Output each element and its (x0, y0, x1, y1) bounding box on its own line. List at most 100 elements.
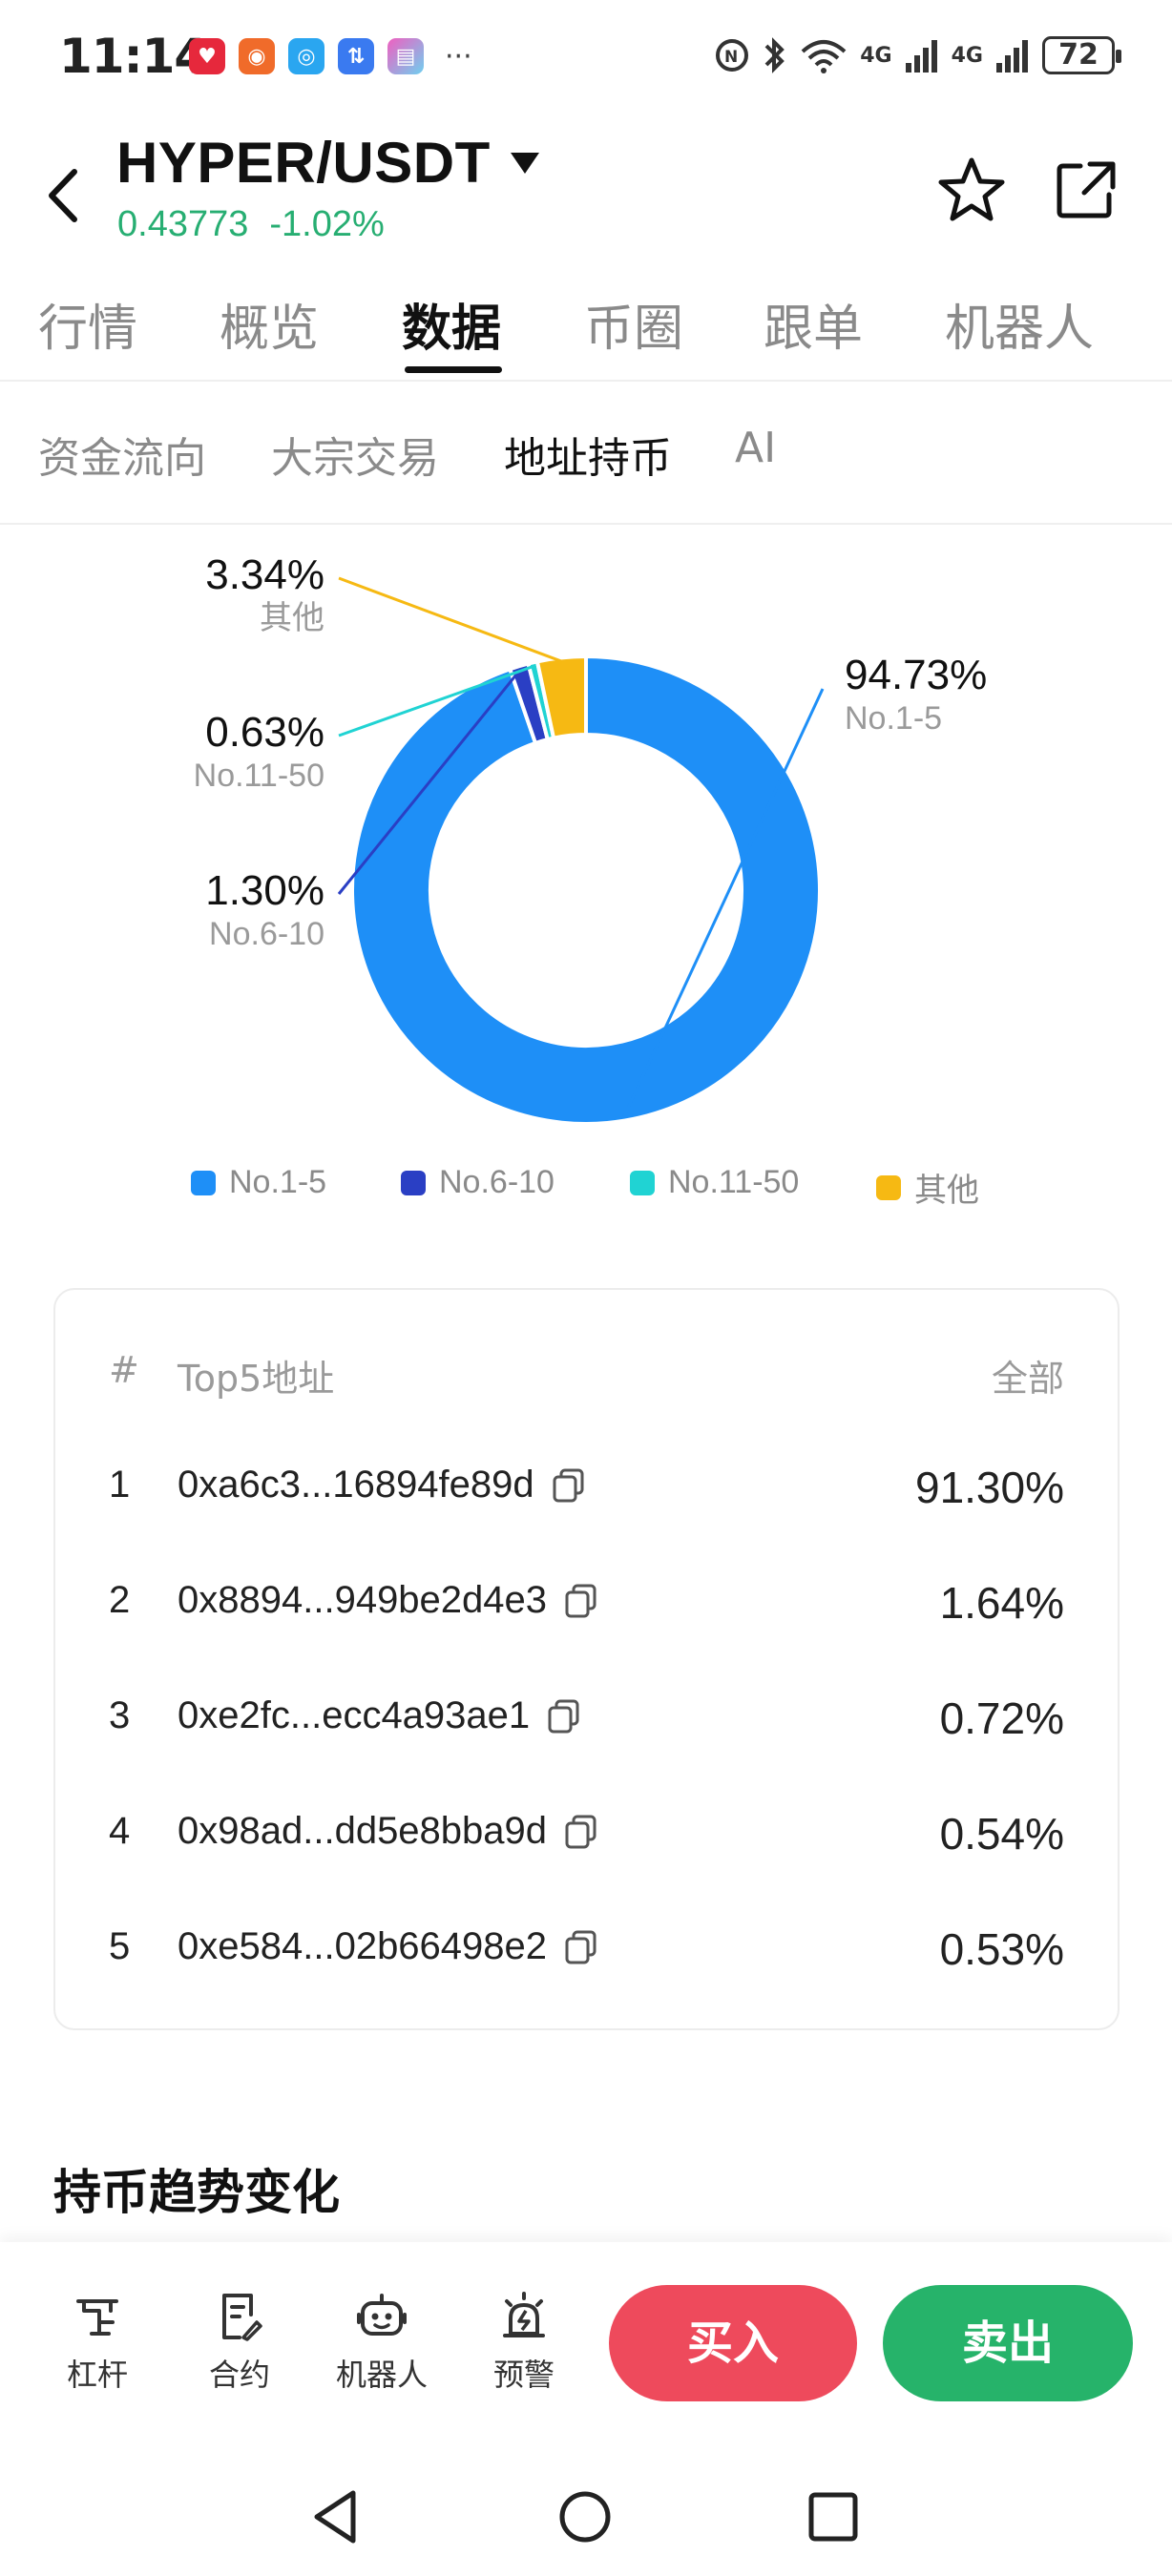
slice-percent-label: 1.30% (205, 867, 324, 914)
donut-slice-1 (350, 654, 822, 1126)
buy-button[interactable]: 买入 (609, 2285, 857, 2401)
nfc-icon: N (716, 39, 749, 72)
leader-line-4 (338, 576, 563, 663)
table-row: 3 0xe2fc...ecc4a93ae1 0.72% (55, 1670, 1118, 1765)
pair-dropdown-icon[interactable] (511, 153, 539, 174)
contract-button[interactable]: 合约 (182, 2290, 297, 2395)
slice-category-label: No.6-10 (209, 916, 324, 952)
subtab-address-holdings[interactable]: 地址持币 (504, 434, 672, 483)
alert-button[interactable]: 预警 (467, 2290, 581, 2395)
tab-copy-trade[interactable]: 跟单 (764, 301, 864, 358)
leverage-label: 杠杆 (66, 2357, 128, 2393)
subtab-fund-flow[interactable]: 资金流向 (38, 434, 206, 483)
leader-line-1 (622, 688, 825, 1118)
tab-overview[interactable]: 概览 (220, 301, 320, 358)
subtab-block-trades[interactable]: 大宗交易 (271, 434, 439, 483)
row-address-cell: 0xa6c3...16894fe89d (178, 1464, 588, 1506)
app-notification-icon: ⇅ (338, 38, 374, 74)
wifi-icon (801, 40, 847, 73)
column-header-address: Top5地址 (178, 1358, 335, 1400)
slice-percent-label: 3.34% (205, 551, 324, 598)
copy-icon[interactable] (562, 1928, 600, 1966)
legend-item: No.6-10 (401, 1164, 555, 1201)
sub-tabs: 资金流向 大宗交易 地址持币 AI (0, 382, 1172, 525)
legend-item: 其他 (876, 1164, 979, 1211)
legend-swatch (191, 1170, 216, 1195)
top5-address-table: # Top5地址 全部 1 0xa6c3...16894fe89d 91.30%… (53, 1288, 1120, 2030)
row-rank: 2 (109, 1579, 131, 1621)
row-rank: 4 (109, 1810, 131, 1852)
slice-percent-label: 94.73% (845, 652, 987, 698)
legend-label: No.11-50 (668, 1164, 800, 1200)
slice-category-label: No.1-5 (845, 700, 942, 737)
copy-icon[interactable] (550, 1466, 588, 1505)
subtab-ai[interactable]: AI (735, 424, 777, 472)
back-arrow-icon[interactable] (36, 162, 94, 229)
tab-circle[interactable]: 币圈 (584, 301, 684, 358)
last-price: 0.43773 (117, 204, 249, 244)
contract-icon (222, 2294, 262, 2341)
active-tab-indicator (405, 366, 502, 373)
share-icon[interactable] (1048, 153, 1124, 229)
slice-percent-label: 0.63% (205, 709, 324, 756)
row-address: 0x8894...949be2d4e3 (178, 1579, 548, 1621)
status-bar: 11:14 ♥ ◉ ◎ ⇅ ▤ ··· N 4G 4G 72 (0, 0, 1172, 114)
table-row: 2 0x8894...949be2d4e3 1.64% (55, 1554, 1118, 1650)
pair-header: HYPER/USDT 0.43773 -1.02% (0, 124, 1172, 267)
nav-home-icon[interactable] (552, 2483, 618, 2550)
sell-button[interactable]: 卖出 (883, 2285, 1133, 2401)
status-time: 11:14 (59, 29, 207, 84)
slice-category-label: No.11-50 (194, 758, 324, 794)
row-address: 0xe2fc...ecc4a93ae1 (178, 1694, 531, 1736)
robot-icon (357, 2294, 407, 2336)
network-type-2: 4G (951, 43, 983, 68)
leader-line-2 (337, 669, 522, 895)
legend-swatch (876, 1174, 901, 1200)
row-percentage: 0.54% (939, 1809, 1064, 1859)
scope-filter[interactable]: 全部 (991, 1358, 1064, 1400)
legend-swatch (630, 1170, 655, 1195)
tab-bots[interactable]: 机器人 (945, 301, 1095, 358)
network-type-1: 4G (860, 43, 892, 68)
tab-market[interactable]: 行情 (38, 301, 138, 358)
bots-button[interactable]: 机器人 (324, 2290, 439, 2395)
copy-icon[interactable] (562, 1813, 600, 1851)
row-rank: 3 (109, 1694, 131, 1736)
table-row: 4 0x98ad...dd5e8bba9d 0.54% (55, 1785, 1118, 1880)
signal-icon (905, 40, 937, 73)
pair-title[interactable]: HYPER/USDT (116, 131, 491, 195)
copy-icon[interactable] (545, 1697, 583, 1735)
legend-label: No.1-5 (229, 1164, 327, 1200)
nav-recents-icon[interactable] (800, 2483, 867, 2550)
row-address-cell: 0x98ad...dd5e8bba9d (178, 1810, 600, 1853)
legend-item: No.11-50 (630, 1164, 799, 1201)
row-percentage: 1.64% (939, 1578, 1064, 1628)
legend-item: No.1-5 (191, 1164, 326, 1201)
slice-category-label: 其他 (260, 600, 324, 636)
battery-indicator: 72 (1042, 36, 1121, 74)
row-percentage: 91.30% (914, 1463, 1064, 1512)
legend-label: 其他 (914, 1173, 979, 1209)
status-indicators: N 4G 4G 72 (713, 36, 1121, 74)
tab-data[interactable]: 数据 (402, 301, 502, 358)
leader-line-3 (338, 664, 534, 737)
nav-back-icon[interactable] (303, 2483, 370, 2550)
app-notification-icon: ▤ (387, 38, 424, 74)
row-percentage: 0.72% (939, 1693, 1064, 1743)
column-header-rank: # (109, 1349, 139, 1391)
legend-swatch (401, 1170, 426, 1195)
leverage-button[interactable]: 杠杆 (40, 2290, 155, 2395)
bluetooth-icon (764, 37, 785, 73)
price-change: -1.02% (269, 204, 385, 244)
alert-label: 预警 (492, 2357, 555, 2393)
holding-trend-title: 持币趋势变化 (53, 2165, 340, 2220)
favorite-star-icon[interactable] (933, 153, 1010, 229)
row-rank: 1 (109, 1464, 131, 1506)
contract-label: 合约 (208, 2357, 270, 2393)
row-address-cell: 0xe2fc...ecc4a93ae1 (178, 1694, 583, 1737)
leverage-icon (76, 2299, 118, 2336)
more-notifications-icon: ··· (445, 39, 472, 73)
chart-legend: No.1-5 No.6-10 No.11-50 其他 (0, 1164, 1172, 1212)
system-navigation-bar (0, 2447, 1172, 2576)
copy-icon[interactable] (562, 1582, 600, 1620)
